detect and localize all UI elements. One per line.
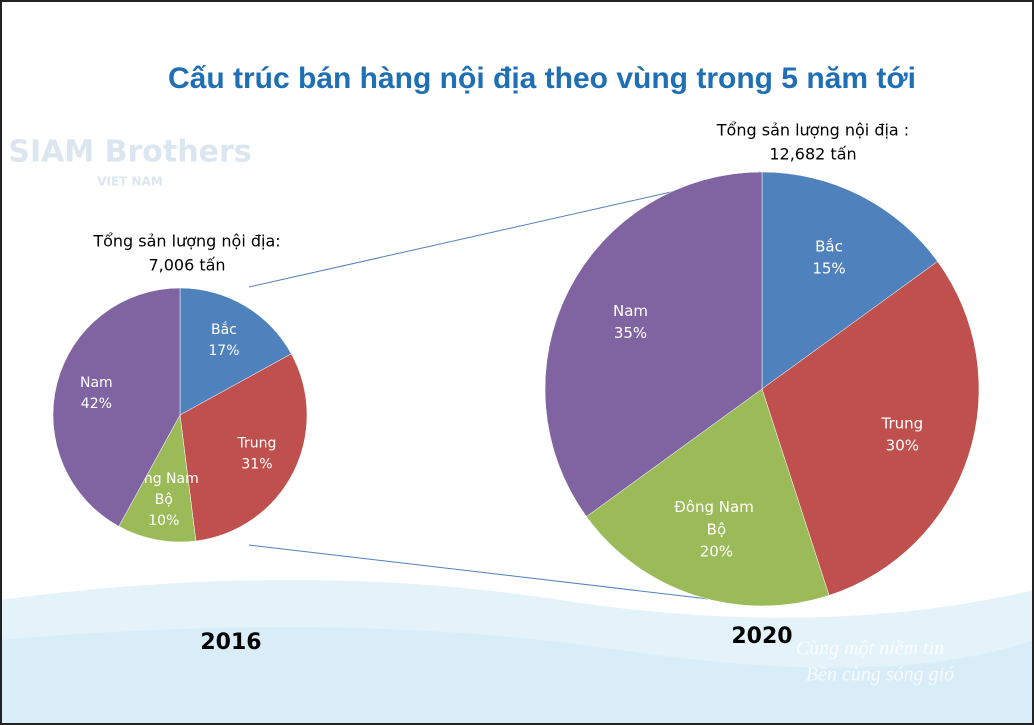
slice-value-label: 20% bbox=[700, 542, 733, 560]
annotation: Tổng sản lượng nội địa: bbox=[92, 232, 280, 251]
slogan: Bền cùng sóng gió bbox=[806, 664, 954, 686]
annotation: Tổng sản lượng nội địa : bbox=[716, 121, 909, 140]
logo-country: VIET NAM bbox=[97, 175, 163, 189]
slice-label: Trung bbox=[237, 436, 277, 452]
annotation: 12,682 tấn bbox=[769, 145, 856, 164]
slice-value-label: 31% bbox=[241, 457, 272, 473]
chart-title: 2020 bbox=[731, 624, 792, 649]
logo-name: SIAM Brothers bbox=[8, 135, 251, 170]
slice-value-label: 15% bbox=[812, 259, 845, 277]
slice-value-label: 42% bbox=[81, 396, 112, 412]
annotation: 7,006 tấn bbox=[148, 256, 225, 275]
slice-value-label: 17% bbox=[208, 343, 239, 359]
slice-label: Trung bbox=[881, 414, 924, 432]
slogan: Cùng một niềm tin bbox=[796, 638, 944, 660]
slice-label: Bắc bbox=[815, 237, 843, 255]
slide-title: Cấu trúc bán hàng nội địa theo vùng tron… bbox=[168, 62, 916, 95]
slice-label: Nam bbox=[613, 301, 648, 319]
chart-title: 2016 bbox=[200, 630, 261, 655]
slice-label: Bắc bbox=[211, 321, 237, 338]
slide: SIAM Brothers VIET NAM Cấu trúc bán hàng… bbox=[0, 0, 1034, 725]
slice-label: Nam bbox=[80, 375, 113, 391]
slice-value-label: 30% bbox=[886, 436, 919, 454]
slice-value-label: 10% bbox=[148, 513, 179, 529]
slice-value-label: 35% bbox=[614, 324, 647, 342]
